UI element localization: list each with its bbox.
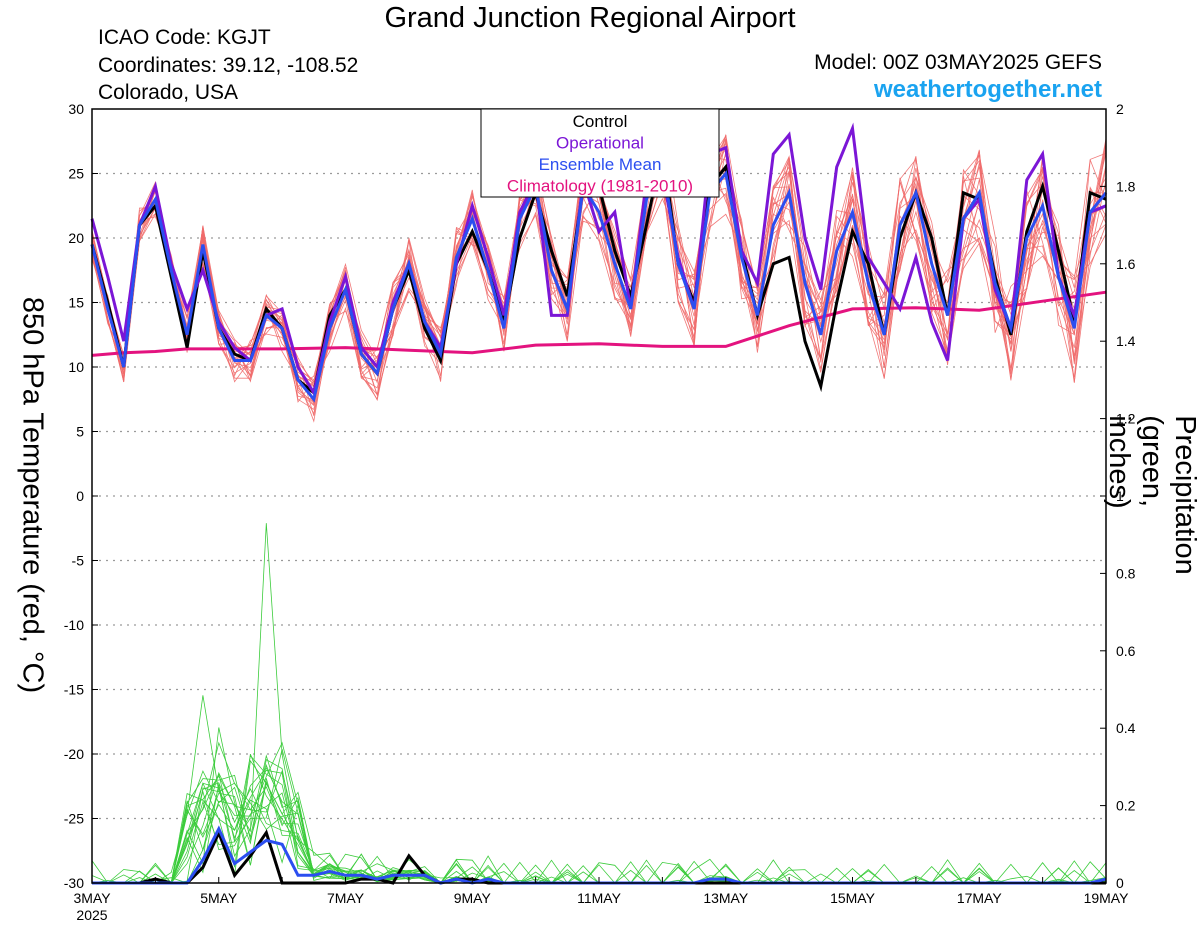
y-tick-label-left: 15 xyxy=(68,295,84,311)
y-tick-label-left: 30 xyxy=(68,101,84,117)
ensemble-member-temp-line xyxy=(91,139,1107,405)
y-tick-label-right: 0.6 xyxy=(1116,643,1136,659)
y-tick-label-right: 1.2 xyxy=(1116,411,1136,427)
x-tick-label: 17MAY xyxy=(957,890,1003,906)
ensemble-member-precip-line xyxy=(92,523,1107,884)
model-run: Model: 00Z 03MAY2025 GEFS xyxy=(814,51,1102,74)
y-tick-label-left: 25 xyxy=(68,166,84,182)
y-tick-label-left: -15 xyxy=(64,682,84,698)
y-tick-label-left: 20 xyxy=(68,230,84,246)
y-tick-label-right: 0.4 xyxy=(1116,720,1136,736)
y-tick-label-right: 0 xyxy=(1116,875,1124,891)
coordinates: Coordinates: 39.12, -108.52 xyxy=(98,54,359,77)
ensemble-members xyxy=(91,123,1107,884)
legend: Control Operational Ensemble Mean Climat… xyxy=(480,108,720,198)
x-tick-label: 19MAY xyxy=(1084,890,1130,906)
legend-ensemble-mean: Ensemble Mean xyxy=(539,155,662,174)
y-tick-label-left: -25 xyxy=(64,811,84,827)
site-name[interactable]: weathertogether.net xyxy=(873,76,1102,103)
ensemble-member-precip-line xyxy=(92,753,1107,884)
y-tick-label-right: 1.8 xyxy=(1116,178,1136,194)
ensemble-mean-temp-line xyxy=(90,155,1108,403)
tick-labels: 302520151050-5-10-15-20-25-3021.81.61.41… xyxy=(64,101,1136,923)
y-tick-label-left: -30 xyxy=(64,875,84,891)
y-tick-label-right: 0.8 xyxy=(1116,565,1136,581)
x-tick-label: 3MAY xyxy=(73,890,111,906)
y-tick-label-right: 0.2 xyxy=(1116,798,1136,814)
left-axis-title: 850 hPa Temperature (red, °C) xyxy=(16,296,49,694)
legend-climatology: Climatology (1981-2010) xyxy=(507,177,693,196)
y-tick-label-left: -5 xyxy=(72,553,85,569)
y-tick-label-left: -20 xyxy=(64,746,84,762)
climatology-line xyxy=(91,290,1107,357)
x-tick-sublabel: 2025 xyxy=(76,907,107,923)
location: Colorado, USA xyxy=(98,81,239,104)
y-tick-label-right: 1.4 xyxy=(1116,333,1136,349)
x-tick-label: 13MAY xyxy=(703,890,749,906)
x-tick-label: 9MAY xyxy=(454,890,492,906)
x-tick-label: 15MAY xyxy=(830,890,876,906)
chart-title: Grand Junction Regional Airport xyxy=(384,2,796,34)
y-tick-label-right: 1.6 xyxy=(1116,256,1136,272)
icao-code: ICAO Code: KGJT xyxy=(98,26,271,49)
y-tick-label-right: 1 xyxy=(1116,488,1124,504)
y-tick-label-left: 5 xyxy=(76,424,84,440)
y-tick-label-right: 2 xyxy=(1116,101,1124,117)
legend-control: Control xyxy=(573,112,628,131)
y-tick-label-left: -10 xyxy=(64,617,84,633)
legend-operational: Operational xyxy=(556,134,644,153)
y-tick-label-left: 10 xyxy=(68,359,84,375)
x-tick-label: 7MAY xyxy=(327,890,365,906)
y-tick-label-left: 0 xyxy=(76,488,84,504)
right-axis-title: 6-hour Precipitation (green, inches) xyxy=(1103,415,1200,575)
x-tick-label: 5MAY xyxy=(200,890,238,906)
x-tick-label: 11MAY xyxy=(577,890,621,906)
